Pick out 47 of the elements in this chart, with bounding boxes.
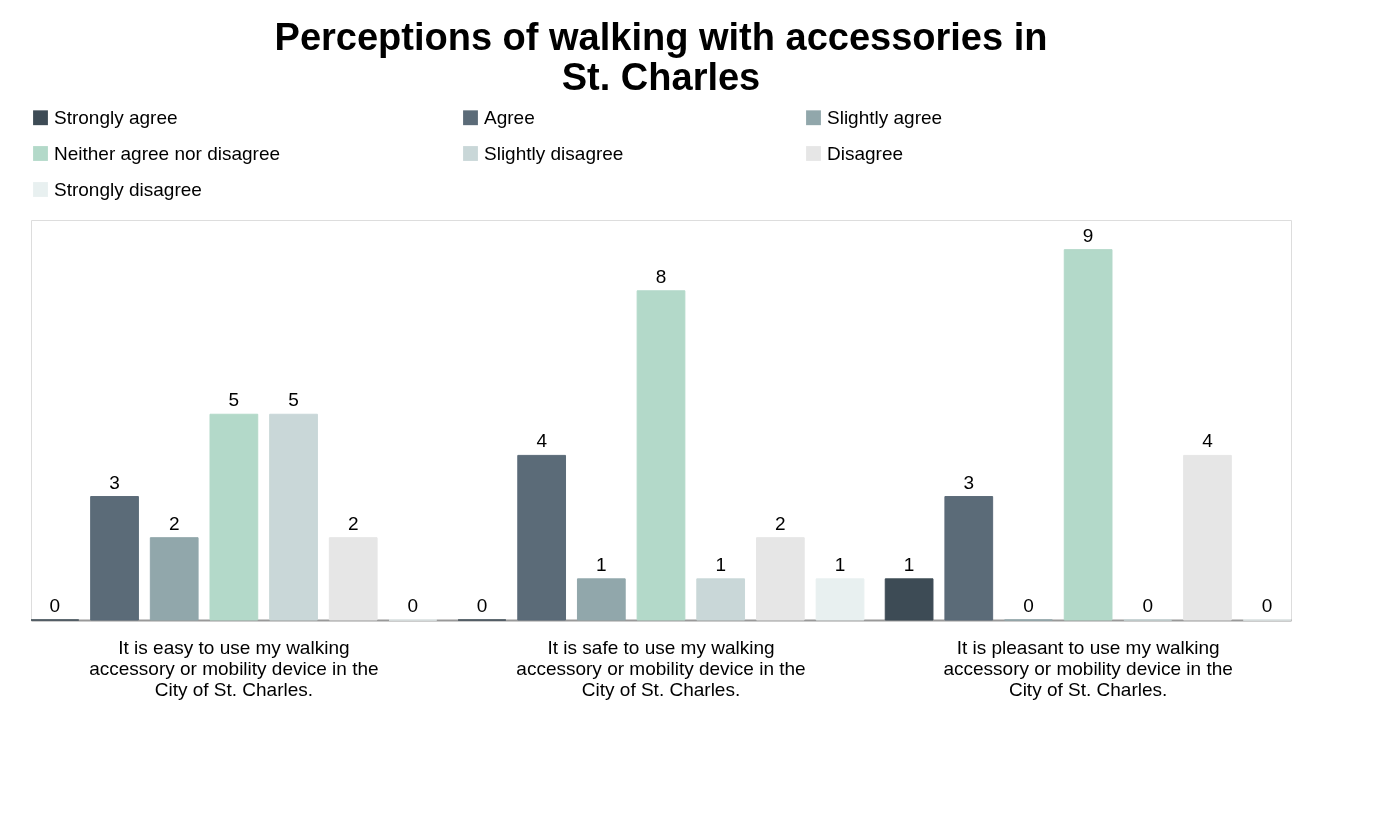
x-tick-label: It is easy to use my walking accessory or mobility device in the City of St. Charles. (89, 636, 379, 700)
data-label: 0 (49, 595, 61, 616)
bar (884, 578, 934, 621)
data-label: 5 (228, 389, 240, 411)
legend-label: Strongly disagree (54, 178, 202, 200)
bar (328, 537, 378, 621)
bar (944, 496, 994, 621)
bar (1183, 454, 1232, 621)
data-label: 1 (596, 553, 607, 575)
chart-title: Perceptions of walking with accessories in St. Charles (274, 16, 1048, 98)
bar (636, 290, 686, 621)
data-label: 8 (655, 265, 667, 287)
data-label: 0 (1023, 595, 1034, 616)
data-label: 3 (109, 471, 120, 493)
legend-label: Slightly disagree (484, 142, 624, 164)
bar (696, 578, 746, 621)
data-label: 9 (1082, 224, 1094, 246)
x-tick-label: It is pleasant to use my walking accessory or mobility device in the City of St. Charles. (943, 636, 1233, 700)
bar (269, 413, 318, 621)
legend-label: Agree (484, 106, 535, 128)
data-label: 2 (347, 512, 359, 534)
data-label: 2 (168, 512, 180, 534)
bar (90, 496, 139, 621)
data-label: 1 (715, 553, 726, 575)
data-label: 1 (834, 553, 846, 575)
x-tick-label: It is safe to use my walking accessory or mobility device in the City of St. Charles. (516, 636, 806, 700)
legend-label: Strongly agree (54, 106, 178, 128)
data-label: 3 (963, 471, 975, 493)
data-label: 1 (903, 553, 915, 575)
bar (149, 537, 199, 621)
bar (517, 454, 567, 621)
data-label: 0 (1142, 595, 1154, 616)
bar (815, 578, 865, 621)
legend-label: Slightly agree (827, 106, 943, 128)
bar (755, 537, 805, 621)
bar (576, 578, 626, 621)
data-label: 4 (1202, 430, 1214, 452)
legend-label: Neither agree nor disagree (54, 142, 281, 164)
bar (209, 413, 259, 621)
data-label: 4 (536, 430, 548, 452)
data-label: 0 (407, 595, 419, 616)
data-label: 5 (288, 389, 299, 411)
bar (1063, 249, 1113, 621)
data-label: 0 (476, 595, 488, 616)
legend-label: Disagree (827, 142, 904, 164)
data-label: 0 (1261, 595, 1273, 616)
data-label: 2 (775, 512, 786, 534)
